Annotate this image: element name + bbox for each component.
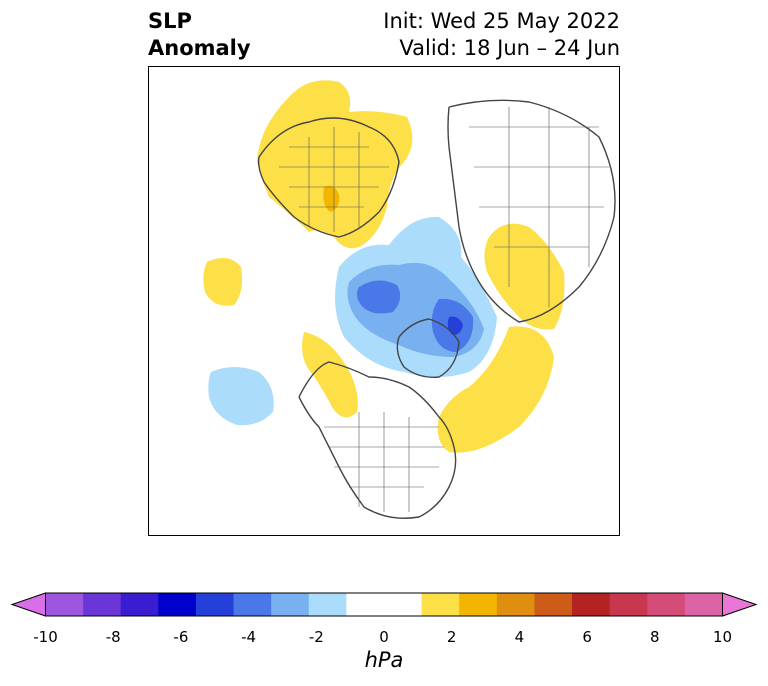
map-svg xyxy=(203,80,616,519)
colorbar-segment xyxy=(647,593,686,616)
colorbar-tick-label: 4 xyxy=(514,628,525,646)
coast-north-america xyxy=(298,361,457,519)
colorbar-tick-label: 6 xyxy=(582,628,592,646)
colorbar-tick-label: 10 xyxy=(712,628,733,646)
colorbar-segment xyxy=(120,593,159,616)
coastlines xyxy=(257,99,616,519)
colorbar-segment xyxy=(534,593,573,616)
init-date: Init: Wed 25 May 2022 xyxy=(383,9,620,33)
colorbar-tick-label: -2 xyxy=(308,628,324,646)
anomaly-atlantic xyxy=(437,326,554,453)
anomaly-north-america xyxy=(302,332,358,418)
colorbar-segment xyxy=(45,593,84,616)
colorbar-tick-label: -4 xyxy=(241,628,257,646)
country-borders xyxy=(279,107,609,512)
colorbar-segment xyxy=(684,593,723,616)
colorbar-tick-label: -10 xyxy=(33,628,58,646)
colorbar-tick-label: -6 xyxy=(173,628,189,646)
colorbar-segment xyxy=(609,593,648,616)
colorbar-segment xyxy=(195,593,235,616)
colorbar-segment xyxy=(572,593,611,616)
colorbar-segment xyxy=(384,593,423,616)
title-line-2: Anomaly xyxy=(148,36,251,60)
colorbar-extend-max xyxy=(722,592,758,617)
anomaly-aleutian xyxy=(208,367,274,426)
colorbar-segment xyxy=(271,593,310,616)
anomaly-asia xyxy=(484,223,565,330)
coast-asia xyxy=(447,99,616,323)
map-title: SLP Anomaly xyxy=(148,8,251,62)
borders-usa xyxy=(324,412,444,512)
colorbar-tick-label: 2 xyxy=(446,628,457,646)
coast-europe xyxy=(257,117,400,238)
colorbar-segment xyxy=(83,593,122,616)
colorbar-unit-label: hPa xyxy=(364,648,404,672)
anomaly-greenland-core xyxy=(447,316,463,335)
colorbar-tick-label: 8 xyxy=(650,628,660,646)
borders-asia xyxy=(469,107,609,307)
borders-europe xyxy=(279,127,389,232)
colorbar-segment xyxy=(421,593,460,616)
anomaly-pacific-west xyxy=(203,258,243,306)
colorbar-segment xyxy=(496,593,535,616)
anomaly-europe xyxy=(257,80,413,249)
anomaly-europe-orange xyxy=(323,185,340,212)
colorbar-extend-min xyxy=(10,592,46,617)
title-line-1: SLP xyxy=(148,9,192,33)
polar-map xyxy=(148,66,620,536)
colorbar-segment xyxy=(346,593,385,616)
colorbar-segment xyxy=(459,593,498,616)
coast-greenland xyxy=(396,318,460,378)
forecast-dates: Init: Wed 25 May 2022 Valid: 18 Jun – 24… xyxy=(383,8,620,62)
colorbar-tick-label: 0 xyxy=(379,628,389,646)
colorbar xyxy=(10,592,758,617)
colorbar-tick-label: -8 xyxy=(105,628,121,646)
colorbar-segment xyxy=(308,593,347,616)
colorbar-segment xyxy=(233,593,272,616)
anomaly-arctic-strong xyxy=(356,280,401,314)
valid-range: Valid: 18 Jun – 24 Jun xyxy=(399,36,620,60)
colorbar-segment xyxy=(158,593,197,616)
positive-anomaly-regions xyxy=(203,80,565,453)
